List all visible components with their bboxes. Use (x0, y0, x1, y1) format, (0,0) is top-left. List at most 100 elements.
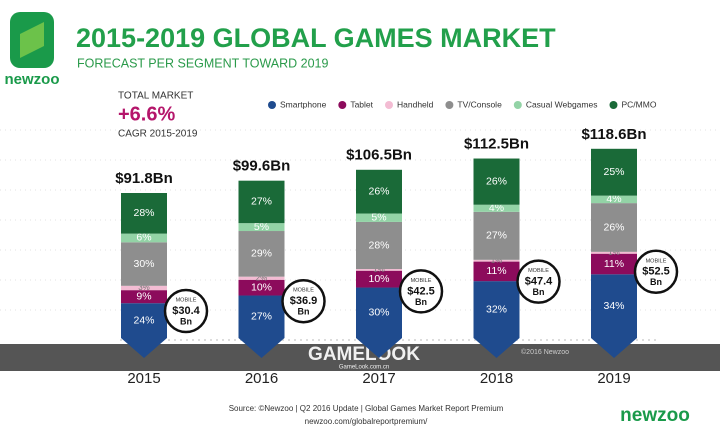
bar-segment (591, 195, 637, 204)
watermark-title: GAMELOOK (308, 344, 420, 365)
segment-label: 6% (136, 232, 151, 244)
copyright: ©2016 Newzoo (521, 348, 569, 356)
callout-note: CAGR 2015-2019 (118, 129, 198, 140)
bar-segment (591, 253, 637, 275)
bar-segment (121, 285, 167, 291)
segment-label: 27% (486, 230, 507, 242)
segment-label: 11% (604, 258, 624, 270)
legend-swatch (338, 101, 347, 109)
mobile-bubble (516, 259, 561, 304)
bar-tip (121, 338, 167, 358)
bar-tip (591, 338, 637, 358)
mobile-bubble (163, 288, 209, 334)
mobile-label: MOBILE (411, 278, 432, 284)
segment-label: 26% (486, 175, 507, 187)
segment-label: 9% (136, 290, 151, 302)
segment-label: 28% (368, 239, 389, 251)
segment-label: 11% (486, 265, 506, 277)
x-tick-label: 2019 (597, 370, 630, 387)
segment-label: 10% (251, 281, 272, 293)
segment-label: 30% (133, 258, 154, 270)
chart-subtitle: FORECAST PER SEGMENT TOWARD 2019 (77, 56, 329, 70)
bar-segment (591, 203, 637, 252)
x-tick-label: 2016 (245, 370, 278, 387)
mobile-value: $30.4 (172, 305, 200, 317)
total-label: $99.6Bn (233, 158, 291, 175)
segment-label: 3% (138, 283, 150, 292)
legend-label: Tablet (350, 99, 373, 109)
segment-label: 2% (256, 273, 268, 282)
segment-label: 24% (133, 314, 154, 326)
segment-label: 34% (603, 300, 624, 312)
bar-segment (356, 169, 402, 214)
bar-segment (121, 303, 167, 338)
x-tick-label: 2017 (362, 370, 395, 387)
segment-label: 5% (371, 212, 386, 224)
bar-segment (121, 233, 167, 243)
segment-label: 28% (133, 207, 154, 219)
bar-segment (591, 274, 637, 338)
segment-label: 26% (368, 185, 389, 197)
total-label: $112.5Bn (464, 135, 529, 152)
segment-label: 1% (608, 248, 620, 257)
watermark-url: GameLook.com.cn (339, 365, 389, 371)
bar-segment (238, 276, 285, 280)
segment-label: 30% (368, 307, 389, 319)
legend-swatch (385, 101, 393, 109)
mobile-unit: Bn (415, 297, 427, 307)
legend-label: Handheld (397, 99, 434, 109)
mobile-label: MOBILE (646, 258, 667, 264)
bar-segment (121, 193, 167, 234)
mobile-unit: Bn (298, 307, 310, 317)
mobile-value: $47.4 (525, 276, 553, 288)
logo-text: newzoo (5, 71, 60, 88)
mobile-bubble (633, 249, 679, 295)
segment-label: 29% (251, 248, 272, 260)
legend-swatch (268, 101, 276, 109)
segment-label: 26% (603, 221, 624, 233)
x-tick-label: 2018 (480, 370, 513, 387)
mobile-value: $52.5 (642, 266, 670, 278)
mobile-unit: Bn (650, 277, 662, 287)
segment-label: 27% (251, 311, 272, 323)
mobile-label: MOBILE (528, 268, 549, 274)
segment-label: 5% (254, 221, 269, 233)
legend-swatch (445, 101, 454, 109)
bar-tip (356, 338, 402, 358)
legend-label: TV/Console (457, 99, 502, 109)
legend-label: Smartphone (280, 99, 327, 109)
bar-segment (121, 290, 167, 304)
mobile-label: MOBILE (293, 288, 314, 294)
segment-label: 32% (486, 303, 507, 315)
bar-segment (238, 223, 285, 232)
segment-label: 1% (491, 256, 503, 265)
bar-segment (238, 279, 285, 296)
segment-label: 1% (373, 265, 385, 274)
logo-icon (10, 12, 54, 68)
chart-title: 2015-2019 GLOBAL GAMES MARKET (76, 23, 556, 53)
callout-label: TOTAL MARKET (118, 91, 193, 102)
bar-segment (238, 231, 285, 277)
total-label: $91.8Bn (115, 170, 173, 187)
mobile-unit: Bn (180, 316, 192, 326)
mobile-unit: Bn (533, 287, 545, 297)
bar-segment (238, 295, 285, 338)
mobile-label: MOBILE (176, 297, 197, 303)
legend-swatch (513, 101, 522, 109)
bar-segment (356, 270, 402, 288)
footer-logo: newzoo (620, 405, 690, 426)
mobile-value: $42.5 (407, 285, 435, 297)
x-tick-label: 2015 (127, 370, 160, 387)
total-label: $106.5Bn (346, 147, 412, 164)
bar-segment (473, 211, 520, 260)
mobile-bubble (398, 269, 444, 314)
bar-segment (356, 269, 402, 271)
legend-swatch (609, 101, 618, 109)
segment-label: 27% (251, 196, 272, 208)
mobile-bubble (281, 278, 326, 324)
bar-segment (473, 259, 520, 262)
segment-label: 10% (368, 273, 389, 285)
bar-segment (473, 261, 520, 282)
source-line: Source: ©Newzoo | Q2 2016 Update | Globa… (229, 404, 504, 413)
